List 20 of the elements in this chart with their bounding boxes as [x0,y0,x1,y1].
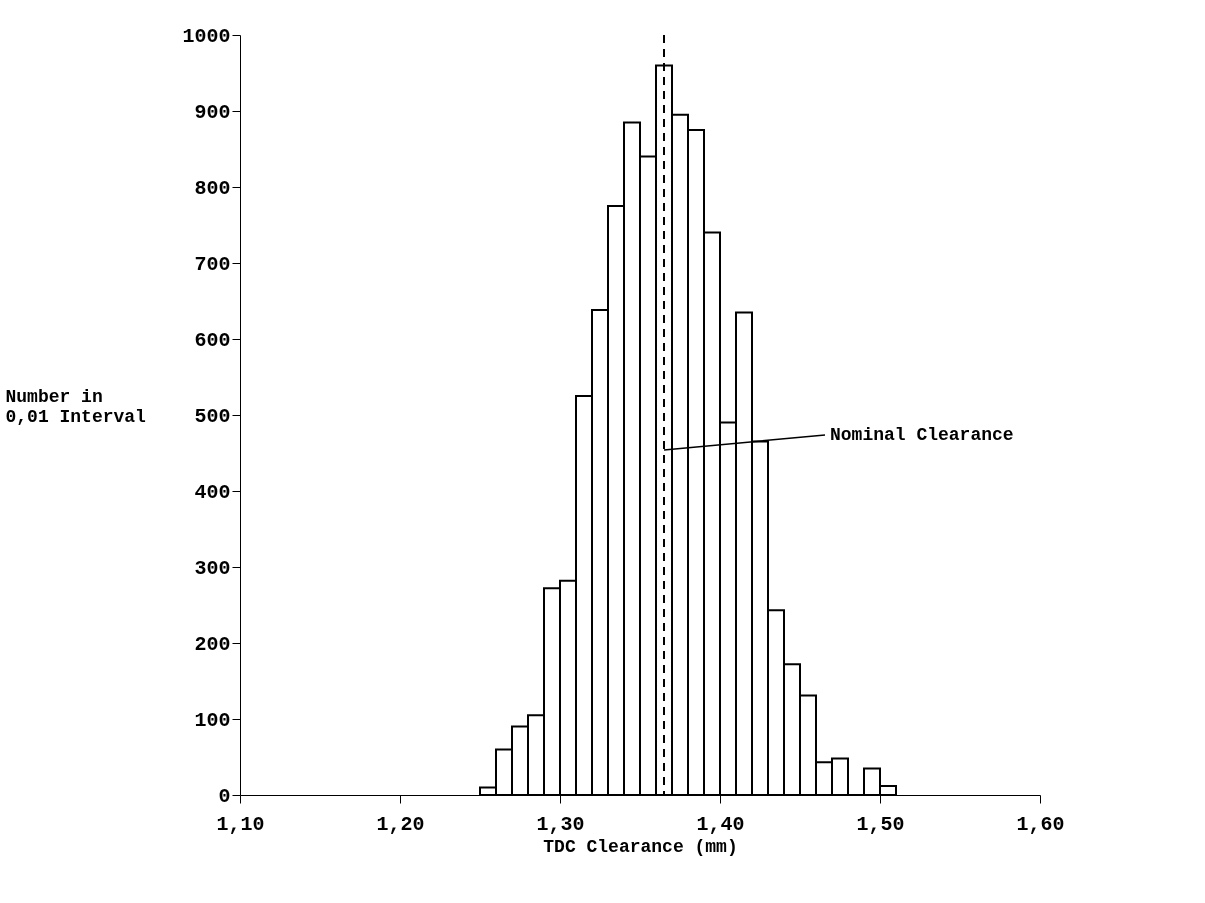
x-tick-label: 1,20 [376,812,425,836]
y-tick-label: 400 [194,480,231,504]
y-tick-label: 1000 [182,24,231,48]
y-tick-label: 500 [194,404,231,428]
x-axis-title: TDC Clearance (mm) [543,836,738,857]
y-tick-label: 900 [194,100,231,124]
y-axis-title: Number in 0,01 Interval [5,386,147,427]
y-tick-label: 800 [194,176,231,200]
ref-line-label: Nominal Clearance [830,425,1014,445]
x-tick-label: 1,60 [1016,812,1065,836]
y-tick-label: 700 [194,252,231,276]
x-tick-label: 1,30 [536,812,585,836]
y-tick-label: 300 [194,556,231,580]
x-tick-label: 1,50 [856,812,905,836]
y-tick-label: 600 [194,328,231,352]
x-tick-label: 1,40 [696,812,745,836]
y-tick-label: 0 [218,784,231,808]
y-tick-label: 100 [194,708,231,732]
x-tick-label: 1,10 [216,812,265,836]
y-tick-label: 200 [194,632,231,656]
